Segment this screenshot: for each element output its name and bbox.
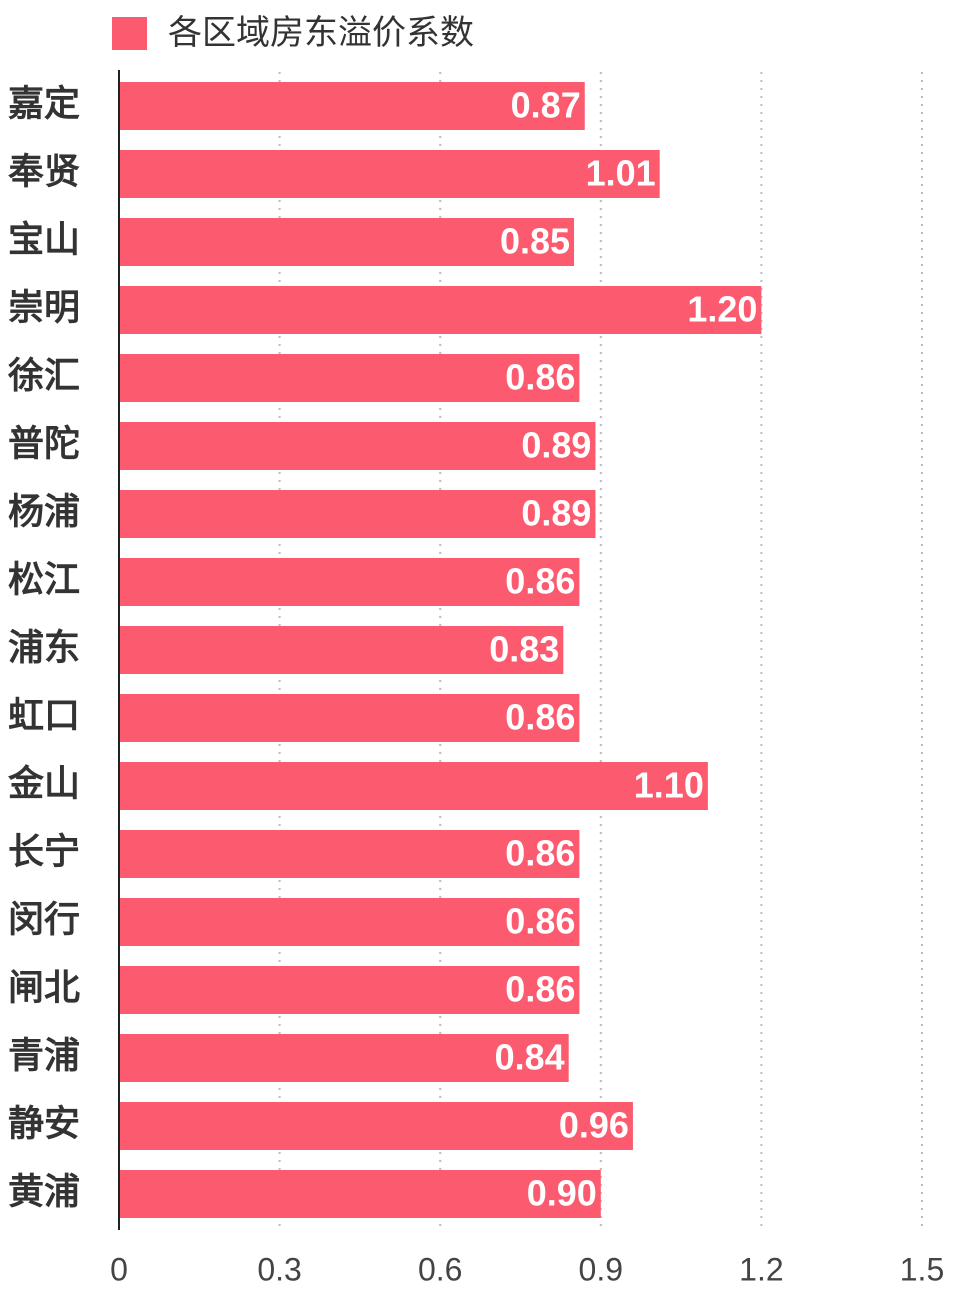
bar xyxy=(119,150,660,198)
y-tick-label: 金山 xyxy=(7,763,80,804)
y-tick-label: 奉贤 xyxy=(8,151,80,192)
x-tick-label: 0 xyxy=(110,1251,128,1287)
x-tick-label: 0.9 xyxy=(579,1251,623,1287)
value-label: 0.90 xyxy=(527,1173,597,1214)
bar xyxy=(119,1170,601,1218)
bar xyxy=(119,762,708,810)
y-tick-label: 嘉定 xyxy=(8,83,80,124)
value-label: 0.86 xyxy=(505,901,575,942)
y-tick-label: 长宁 xyxy=(8,831,80,872)
y-tick-label: 宝山 xyxy=(8,219,80,260)
bar xyxy=(119,626,564,674)
value-label: 0.96 xyxy=(559,1105,629,1146)
legend-swatch xyxy=(112,17,147,50)
value-label: 0.87 xyxy=(511,85,581,126)
y-tick-label: 闸北 xyxy=(8,967,80,1008)
bar xyxy=(119,830,580,878)
bar xyxy=(119,82,585,130)
value-label: 1.01 xyxy=(586,153,656,194)
value-label: 0.89 xyxy=(521,493,591,534)
y-tick-label: 黄浦 xyxy=(8,1171,80,1212)
value-label: 0.86 xyxy=(505,833,575,874)
value-label: 0.86 xyxy=(505,357,575,398)
bar xyxy=(119,218,575,266)
y-tick-label: 静安 xyxy=(8,1103,80,1144)
y-tick-label: 闵行 xyxy=(8,899,80,940)
y-tick-label: 杨浦 xyxy=(8,491,80,532)
y-tick-label: 崇明 xyxy=(8,287,80,328)
y-tick-label: 青浦 xyxy=(8,1035,80,1076)
value-label: 0.86 xyxy=(505,697,575,738)
y-tick-label: 虹口 xyxy=(8,695,80,736)
x-tick-label: 0.3 xyxy=(257,1251,301,1287)
value-label: 0.85 xyxy=(500,221,570,262)
x-tick-label: 1.5 xyxy=(900,1251,944,1287)
value-label: 0.86 xyxy=(505,969,575,1010)
bar xyxy=(119,694,580,742)
value-label: 0.83 xyxy=(489,629,559,670)
y-tick-label: 浦东 xyxy=(8,627,80,668)
y-tick-label: 松江 xyxy=(8,559,80,600)
bar xyxy=(119,558,580,606)
bar xyxy=(119,1102,633,1150)
value-label: 1.10 xyxy=(634,765,704,806)
value-label: 0.89 xyxy=(521,425,591,466)
bar xyxy=(119,490,596,538)
value-label: 0.86 xyxy=(505,561,575,602)
bar xyxy=(119,1034,569,1082)
bar xyxy=(119,354,580,402)
bar xyxy=(119,898,580,946)
y-tick-label: 普陀 xyxy=(8,423,80,464)
y-tick-label: 徐汇 xyxy=(7,355,80,396)
bar xyxy=(119,966,580,1014)
x-tick-label: 0.6 xyxy=(418,1251,462,1287)
bar xyxy=(119,422,596,470)
legend-label: 各区域房东溢价系数 xyxy=(168,14,474,52)
x-tick-label: 1.2 xyxy=(739,1251,783,1287)
value-label: 1.20 xyxy=(687,289,757,330)
value-label: 0.84 xyxy=(495,1037,565,1078)
bar xyxy=(119,286,762,334)
